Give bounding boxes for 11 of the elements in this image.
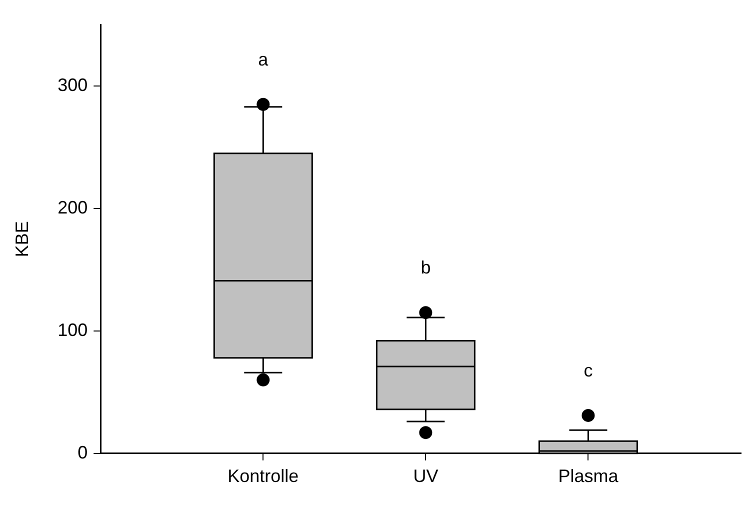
x-tick-label: Plasma <box>558 466 620 486</box>
x-tick-label: UV <box>413 466 438 486</box>
annotation: a <box>258 49 270 70</box>
annotation: b <box>420 258 431 278</box>
y-tick-label: 0 <box>78 442 88 462</box>
y-axis-title: KBE <box>12 221 32 258</box>
annotation: c <box>584 360 593 380</box>
y-tick-label: 200 <box>58 197 88 218</box>
y-tick-label: 300 <box>58 74 88 95</box>
x-tick-label: Kontrolle <box>228 466 299 486</box>
y-tick-label: 100 <box>58 320 88 340</box>
